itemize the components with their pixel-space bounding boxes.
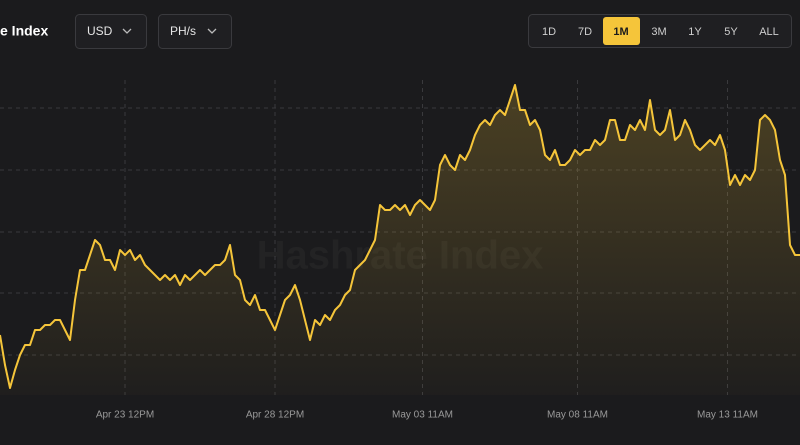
page-title: e Index — [0, 23, 48, 39]
line — [0, 84, 800, 389]
chevron — [122, 28, 132, 34]
range-button[interactable]: 5Y — [724, 26, 738, 38]
range-button[interactable]: 7D — [578, 26, 592, 38]
dropdown-box[interactable] — [158, 14, 232, 49]
range-button[interactable]: ALL — [759, 26, 779, 38]
x-tick-label: May 13 11AM — [697, 410, 758, 421]
dropdown-label[interactable]: USD — [87, 24, 113, 38]
unit-dropdown[interactable]: PH/s — [158, 14, 232, 49]
range-button[interactable]: 1D — [542, 26, 556, 38]
currency-dropdown[interactable]: USD — [75, 14, 147, 49]
dropdown-label[interactable]: PH/s — [170, 24, 196, 38]
range-button[interactable]: 1M — [613, 26, 628, 38]
x-tick-label: Apr 28 12PM — [246, 410, 304, 421]
chevron — [207, 28, 217, 34]
dropdown-box[interactable] — [75, 14, 147, 49]
range-button[interactable]: 3M — [651, 26, 666, 38]
range-selector — [528, 14, 792, 48]
x-tick-label: Apr 23 12PM — [96, 410, 154, 421]
area — [0, 85, 800, 395]
range-button-active[interactable] — [603, 17, 640, 45]
range-button[interactable]: 1Y — [688, 26, 702, 38]
x-tick-label: May 03 11AM — [392, 410, 453, 421]
x-tick-label: May 08 11AM — [547, 410, 608, 421]
